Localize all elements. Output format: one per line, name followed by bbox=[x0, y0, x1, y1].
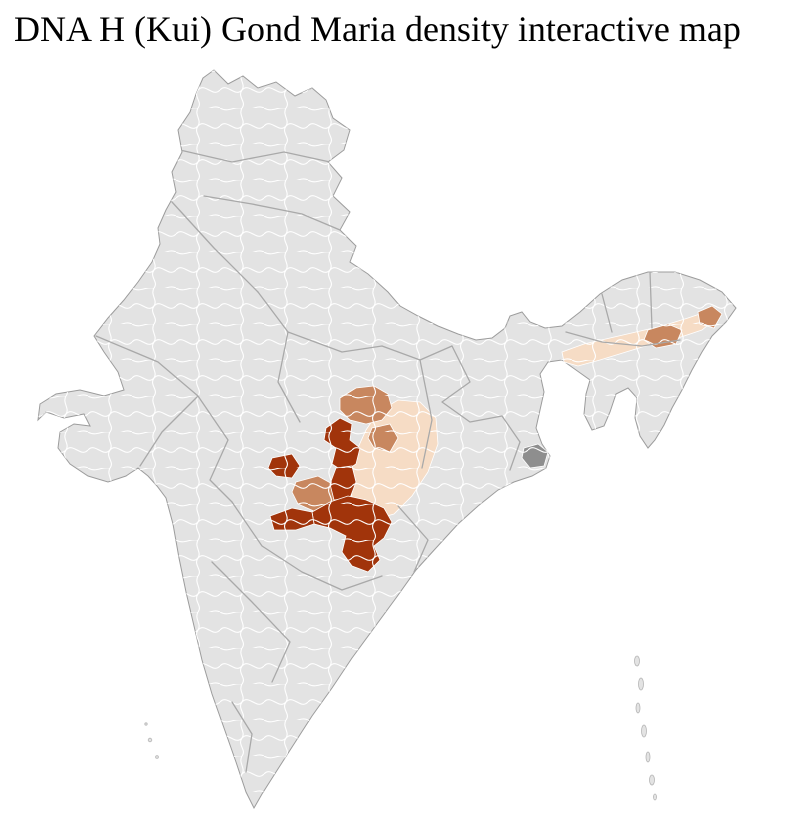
island[interactable] bbox=[653, 793, 657, 801]
island[interactable] bbox=[638, 677, 644, 691]
state-border-line bbox=[565, 331, 681, 347]
state-border-line bbox=[171, 201, 259, 293]
state-borders bbox=[95, 149, 681, 773]
andaman-nicobar-islands bbox=[634, 655, 657, 801]
state-border-line bbox=[419, 359, 433, 469]
island[interactable] bbox=[144, 722, 148, 726]
island[interactable] bbox=[649, 774, 655, 786]
state-border-line bbox=[397, 505, 429, 573]
island[interactable] bbox=[147, 737, 153, 743]
state-border-line bbox=[179, 149, 331, 163]
state-border-line bbox=[287, 331, 453, 361]
page-title: DNA H (Kui) Gond Maria density interacti… bbox=[14, 9, 741, 49]
island[interactable] bbox=[635, 702, 641, 714]
state-border-line bbox=[501, 415, 521, 471]
island[interactable] bbox=[155, 755, 159, 759]
state-border-line bbox=[203, 195, 341, 231]
state-border-line bbox=[231, 501, 383, 591]
state-border-line bbox=[197, 395, 233, 503]
state-border-line bbox=[231, 701, 253, 773]
lakshadweep-islands bbox=[144, 722, 159, 759]
island[interactable] bbox=[645, 751, 651, 763]
state-border-line bbox=[441, 345, 503, 423]
state-border-line bbox=[257, 291, 301, 423]
island[interactable] bbox=[641, 724, 647, 738]
state-border-line bbox=[601, 271, 653, 333]
island[interactable] bbox=[634, 655, 640, 667]
state-border-line bbox=[211, 561, 291, 683]
